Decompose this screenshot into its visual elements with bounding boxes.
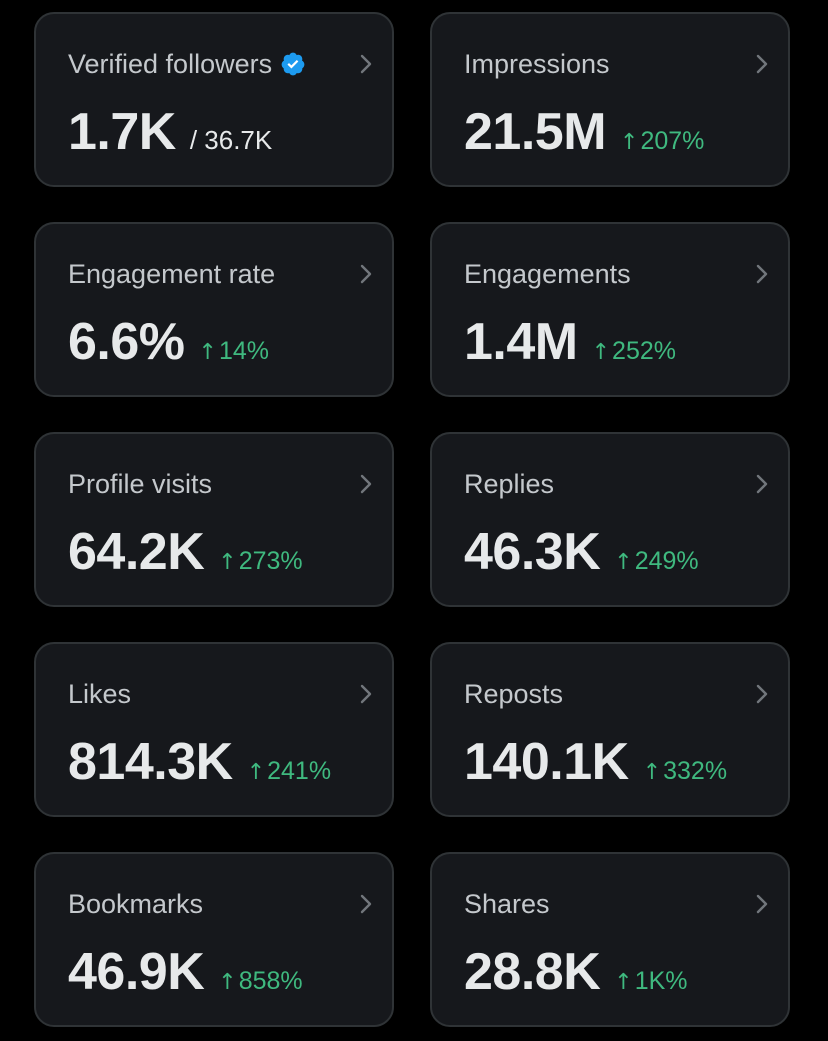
- metric-value: 1.7K: [68, 103, 176, 161]
- metric-value: 140.1K: [464, 733, 629, 791]
- metric-card-reposts[interactable]: Reposts 140.1K ↑332%: [430, 642, 790, 817]
- arrow-up-icon: ↑: [642, 760, 662, 785]
- arrow-up-icon: ↑: [246, 760, 266, 785]
- metric-card-bookmarks[interactable]: Bookmarks 46.9K ↑858%: [34, 852, 394, 1027]
- metric-change: ↑241%: [247, 757, 331, 785]
- metric-change: ↑1K%: [614, 967, 687, 995]
- metric-change: ↑207%: [620, 127, 704, 155]
- chevron-right-icon: [756, 54, 768, 74]
- metric-change: ↑332%: [643, 757, 727, 785]
- metric-label: Engagement rate: [68, 259, 276, 289]
- metric-change-value: 858%: [238, 967, 303, 995]
- verified-badge-icon: [281, 52, 305, 76]
- metric-change: ↑858%: [218, 967, 302, 995]
- metric-card-shares[interactable]: Shares 28.8K ↑1K%: [430, 852, 790, 1027]
- chevron-right-icon: [756, 474, 768, 494]
- arrow-up-icon: ↑: [614, 550, 633, 575]
- metric-value: 814.3K: [68, 733, 233, 791]
- metric-label: Reposts: [464, 679, 564, 709]
- metric-change-value: 252%: [612, 337, 676, 365]
- metric-label-row: Verified followers: [68, 48, 306, 80]
- metric-change: ↑14%: [199, 337, 269, 365]
- chevron-right-icon: [360, 474, 372, 494]
- metric-value-row: 21.5M ↑207%: [464, 102, 704, 162]
- metric-value-row: 814.3K ↑241%: [68, 732, 331, 792]
- metric-label: Shares: [464, 889, 550, 919]
- metric-value-row: 46.9K ↑858%: [68, 942, 303, 1002]
- metric-change-value: 241%: [267, 757, 332, 785]
- metric-value: 46.9K: [68, 943, 205, 1001]
- metric-card-impressions[interactable]: Impressions 21.5M ↑207%: [430, 12, 790, 187]
- chevron-right-icon: [360, 684, 372, 704]
- chevron-right-icon: [360, 54, 372, 74]
- metric-label: Engagements: [464, 259, 631, 289]
- arrow-up-icon: ↑: [614, 970, 633, 995]
- metric-value: 28.8K: [464, 943, 601, 1001]
- metric-change-value: 14%: [218, 337, 270, 365]
- metric-value-row: 6.6% ↑14%: [68, 312, 269, 372]
- metric-card-verified-followers[interactable]: Verified followers 1.7K / 36.7K: [34, 12, 394, 187]
- metric-total: / 36.7K: [189, 125, 273, 155]
- metric-card-engagements[interactable]: Engagements 1.4M ↑252%: [430, 222, 790, 397]
- metric-value-row: 46.3K ↑249%: [464, 522, 699, 582]
- metric-card-likes[interactable]: Likes 814.3K ↑241%: [34, 642, 394, 817]
- chevron-right-icon: [756, 264, 768, 284]
- arrow-up-icon: ↑: [620, 130, 639, 155]
- metric-change: ↑252%: [592, 337, 676, 365]
- metric-value-row: 28.8K ↑1K%: [464, 942, 688, 1002]
- metric-value-row: 1.7K / 36.7K: [68, 102, 272, 162]
- metric-value: 6.6%: [68, 313, 185, 371]
- metric-card-replies[interactable]: Replies 46.3K ↑249%: [430, 432, 790, 607]
- metric-change: ↑249%: [614, 547, 698, 575]
- metric-card-profile-visits[interactable]: Profile visits 64.2K ↑273%: [34, 432, 394, 607]
- arrow-up-icon: ↑: [591, 340, 611, 365]
- chevron-right-icon: [756, 894, 768, 914]
- metric-label: Replies: [464, 469, 555, 499]
- metric-card-engagement-rate[interactable]: Engagement rate 6.6% ↑14%: [34, 222, 394, 397]
- metric-label: Verified followers: [68, 49, 273, 79]
- chevron-right-icon: [360, 894, 372, 914]
- arrow-up-icon: ↑: [198, 340, 217, 365]
- metric-value: 1.4M: [464, 313, 578, 371]
- metric-change-value: 207%: [640, 127, 705, 155]
- metric-label: Impressions: [464, 49, 610, 79]
- metric-label: Profile visits: [68, 469, 213, 499]
- metric-change-value: 249%: [634, 547, 699, 575]
- arrow-up-icon: ↑: [218, 970, 237, 995]
- metric-value-row: 64.2K ↑273%: [68, 522, 303, 582]
- metric-value: 64.2K: [68, 523, 205, 581]
- metric-value-row: 1.4M ↑252%: [464, 312, 676, 372]
- metric-value: 46.3K: [464, 523, 601, 581]
- metric-change-value: 332%: [663, 757, 728, 785]
- metric-value: 21.5M: [464, 103, 607, 161]
- metric-value-row: 140.1K ↑332%: [464, 732, 727, 792]
- arrow-up-icon: ↑: [218, 550, 237, 575]
- metric-label: Likes: [68, 679, 132, 709]
- chevron-right-icon: [756, 684, 768, 704]
- metric-label: Bookmarks: [68, 889, 204, 919]
- metric-change: ↑273%: [218, 547, 302, 575]
- metric-change-value: 273%: [238, 547, 303, 575]
- metric-change-value: 1K%: [634, 967, 688, 995]
- chevron-right-icon: [360, 264, 372, 284]
